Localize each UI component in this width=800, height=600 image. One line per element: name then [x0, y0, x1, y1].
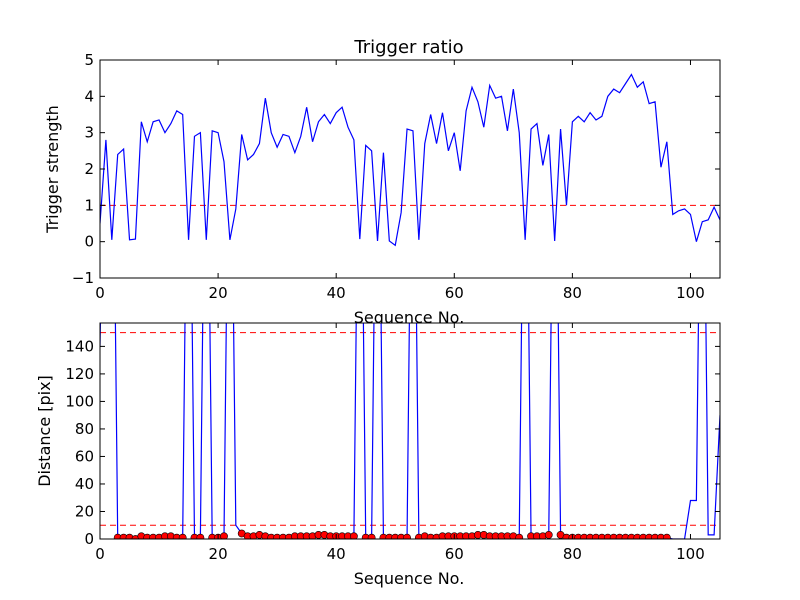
top-y-tick-label: −1: [72, 269, 94, 287]
bottom-y-tick-label: 140: [65, 337, 94, 355]
bottom-data-point: [131, 535, 140, 539]
bottom-data-point: [515, 533, 524, 539]
bottom-y-tick-label: 100: [65, 392, 94, 410]
top-y-tick-label: 5: [84, 51, 94, 69]
bottom-y-axis-label: Distance [pix]: [35, 375, 54, 487]
bottom-data-point: [662, 533, 671, 539]
bottom-y-tick-label: 40: [75, 475, 94, 493]
top-x-tick-label: 80: [563, 284, 582, 302]
top-y-tick-label: 1: [84, 196, 94, 214]
bottom-y-tick-label: 80: [75, 420, 94, 438]
top-y-axis-label: Trigger strength: [43, 105, 62, 234]
top-y-tick-label: 3: [84, 124, 94, 142]
top-series-line: [100, 73, 720, 247]
bottom-x-tick-label: 80: [563, 545, 582, 563]
top-x-tick-label: 100: [676, 284, 705, 302]
bottom-data-point: [196, 533, 205, 539]
chart-title: Trigger ratio: [353, 37, 463, 58]
bottom-y-tick-label: 20: [75, 502, 94, 520]
bottom-data-point: [403, 533, 411, 539]
bottom-data-point: [220, 532, 228, 539]
top-x-tick-label: 40: [327, 284, 346, 302]
bottom-x-axis-label: Sequence No.: [354, 569, 465, 588]
bottom-y-tick-label: 0: [84, 530, 94, 548]
top-y-tick-label: 0: [84, 233, 94, 251]
bottom-x-tick-label: 40: [327, 545, 346, 563]
bottom-data-point: [178, 533, 187, 539]
top-x-axis-label: Sequence No.: [354, 308, 465, 327]
bottom-y-tick-label: 120: [65, 365, 94, 383]
bottom-data-point: [350, 532, 358, 539]
distance-plot: 0 20 40 60 80 100 0 20 40 60 80 100 120 140 Sequence …: [35, 322, 721, 588]
top-y-tick-label: 2: [84, 160, 94, 178]
top-x-tick-label: 0: [95, 284, 105, 302]
top-y-tick-label: 4: [84, 87, 94, 105]
bottom-x-tick-label: 60: [445, 545, 464, 563]
bottom-x-tick-label: 0: [95, 545, 105, 563]
bottom-x-tick-label: 100: [676, 545, 705, 563]
bottom-x-tick-label: 20: [209, 545, 228, 563]
bottom-plot-frame: [99, 322, 721, 540]
bottom-y-tick-label: 60: [75, 447, 94, 465]
bottom-data-point: [367, 533, 376, 539]
top-x-tick-label: 60: [445, 284, 464, 302]
top-plot-background: [100, 60, 720, 278]
bottom-plot-background: [100, 323, 720, 539]
bottom-data-point: [544, 530, 553, 539]
top-x-tick-label: 20: [209, 284, 228, 302]
